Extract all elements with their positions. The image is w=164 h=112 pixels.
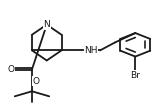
Text: O: O [33, 77, 40, 86]
Text: Br: Br [130, 71, 140, 80]
Text: O: O [7, 65, 14, 74]
Text: N: N [43, 20, 50, 29]
Text: NH: NH [84, 46, 98, 55]
